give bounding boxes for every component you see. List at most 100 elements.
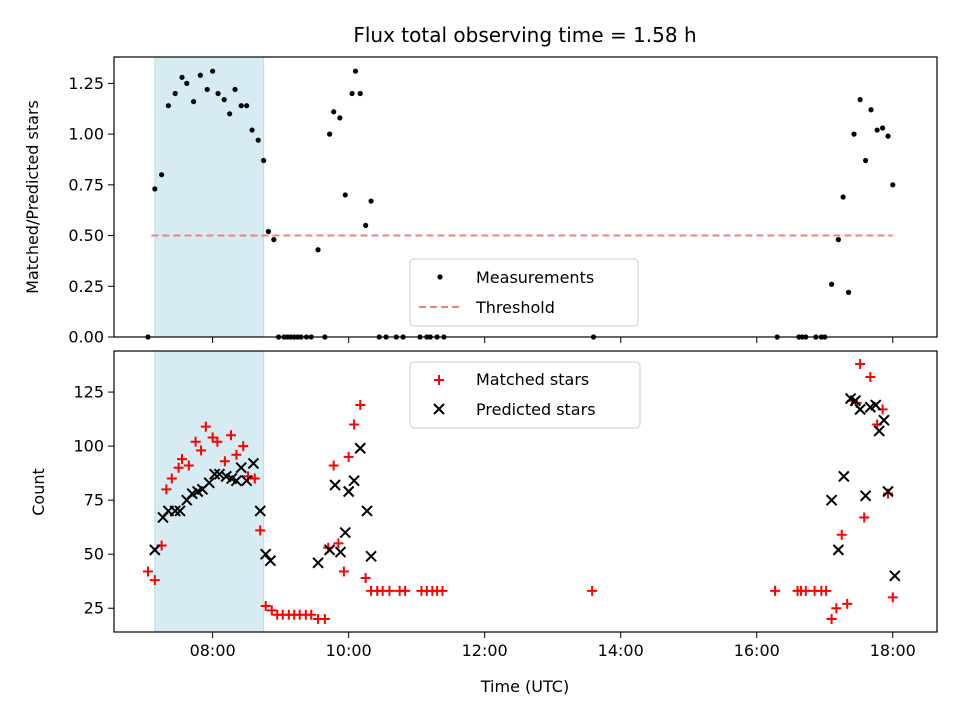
predicted-stars-point: [329, 479, 341, 491]
measurements-point: [835, 237, 841, 243]
matched-stars-point: [842, 598, 853, 609]
matched-stars-point: [219, 456, 230, 467]
measurements-point: [868, 107, 874, 113]
measurements-point: [352, 68, 359, 74]
bot-x-tick-label: 16:00: [734, 641, 780, 660]
measurements-point: [342, 192, 348, 198]
matched-stars-point: [225, 430, 236, 441]
predicted-stars-point: [348, 474, 360, 487]
predicted-stars-point: [354, 442, 366, 454]
matched-stars-point: [437, 585, 448, 596]
predicted-stars-point: [230, 474, 243, 487]
matched-stars-point: [343, 451, 354, 462]
predicted-stars-point: [203, 477, 215, 489]
matched-stars-point: [836, 529, 847, 540]
measurements-point: [890, 182, 896, 188]
measurements-point: [874, 127, 880, 133]
top-y-tick-label: 0.00: [68, 328, 104, 347]
predicted-stars-point: [264, 554, 277, 567]
bottom-legend-box: [409, 361, 641, 429]
measurements-point: [851, 131, 857, 137]
bot-x-tick-label: 18:00: [870, 641, 916, 660]
bot-x-tick-label: 14:00: [598, 641, 644, 660]
predicted-stars-point: [342, 485, 355, 498]
measurements-point: [179, 74, 185, 80]
predicted-stars-point: [854, 403, 866, 416]
bottom-plot-frame: [113, 350, 938, 633]
bot-x-tick-label: 08:00: [190, 641, 236, 660]
top-legend: Measurements Threshold: [409, 258, 639, 327]
bot-y-tick-label: 100: [73, 437, 104, 456]
predicted-stars-point: [259, 548, 272, 560]
matched-stars-point: [266, 605, 277, 616]
matched-stars-point: [826, 614, 837, 625]
predicted-stars-point: [312, 557, 324, 569]
predicted-stars-point: [323, 544, 336, 556]
measurements-point: [857, 97, 863, 103]
matched-stars-point: [212, 436, 223, 447]
matched-stars-point: [821, 585, 832, 596]
predicted-stars-point: [878, 414, 890, 426]
measurements-point: [315, 247, 321, 253]
measurements-point: [165, 103, 172, 109]
matched-stars-point: [831, 603, 842, 614]
matched-stars-point: [887, 592, 898, 603]
x-axis-label: Time (UTC): [480, 677, 569, 696]
matched-stars-point: [865, 371, 876, 382]
matched-stars-point: [338, 566, 349, 577]
matched-stars-point: [855, 358, 866, 369]
measurements-point: [885, 133, 891, 139]
measurements-point: [327, 131, 333, 137]
predicted-stars-point: [361, 505, 373, 517]
matched-stars-point: [800, 585, 811, 596]
predicted-stars-point: [365, 550, 377, 563]
measurements-point: [368, 198, 374, 204]
matched-stars-point: [238, 441, 249, 452]
measurements-point: [828, 281, 835, 287]
matched-stars-point: [384, 585, 395, 596]
top-y-tick-label: 1.25: [68, 74, 104, 93]
bot-x-tick-label: 10:00: [326, 641, 372, 660]
measurements-point: [271, 237, 277, 243]
measurements-point: [172, 90, 178, 97]
predicted-stars-point: [339, 526, 351, 539]
matched-stars-point: [859, 512, 870, 523]
matched-stars-point: [260, 601, 271, 612]
matched-stars-point: [328, 460, 339, 471]
measurements-point: [261, 157, 267, 164]
measurements-point: [337, 115, 343, 121]
top-y-tick-label: 0.50: [68, 226, 104, 245]
matched-stars-point: [190, 436, 201, 447]
measurements-point: [190, 99, 197, 105]
legend-measurements-label: Measurements: [476, 268, 594, 287]
top-shaded-region: [154, 56, 265, 338]
matched-stars-point: [143, 566, 154, 577]
legend-predicted-label: Predicted stars: [476, 400, 596, 419]
predicted-stars-point: [334, 546, 347, 558]
bot-y-tick-label: 50: [84, 545, 104, 564]
bot-shaded-region: [154, 350, 265, 633]
predicted-stars-point: [882, 485, 894, 498]
measurements-point: [879, 125, 886, 131]
measurements-point: [197, 72, 203, 78]
predicted-stars-point: [213, 468, 226, 480]
predicted-stars-point: [235, 462, 247, 474]
top-plot-frame: [113, 56, 938, 338]
measurements-point: [152, 186, 158, 192]
measurements-point: [265, 228, 271, 235]
measurements-point: [331, 109, 337, 115]
matched-stars-point: [177, 454, 188, 465]
predicted-stars-point: [859, 490, 872, 502]
predicted-stars-point: [832, 544, 845, 556]
measurements-point: [210, 68, 216, 74]
matched-stars-point: [587, 585, 598, 596]
predicted-stars-point: [838, 470, 850, 483]
bot-x-tick-label: 12:00: [462, 641, 508, 660]
measurements-point: [244, 103, 250, 109]
top-legend-box: [409, 258, 639, 327]
legend-predicted-marker: [433, 403, 445, 415]
top-y-tick-label: 0.75: [68, 175, 104, 194]
bot-y-tick-label: 75: [84, 491, 104, 510]
top-y-axis-label: Matched/Predicted stars: [23, 100, 42, 294]
